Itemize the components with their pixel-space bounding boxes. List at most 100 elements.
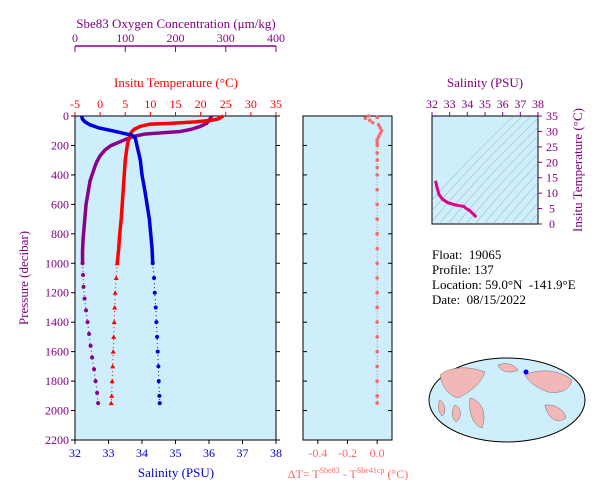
temperature-point [112,304,118,310]
density-contour [447,126,538,224]
delta-point [367,118,372,123]
ts-x-tick-label: 35 [479,97,491,111]
ts-y-tick-label: 20 [546,155,558,169]
delta-point [375,394,379,398]
ts-x-tick-label: 32 [426,97,438,111]
delta-series-group [363,114,384,405]
ts-y-tick-label: 35 [546,109,558,123]
delta-tick-label: -0.2 [338,446,357,460]
delta-point [375,115,379,120]
density-contour [438,118,538,224]
temperature-axis: -5 0 5 10 15 20 25 30 35 [70,97,282,116]
density-contour [456,135,538,224]
salinity-point [157,401,162,406]
oxygen-point [96,401,101,406]
temperature-line-lower [110,263,118,404]
delta-point [375,158,379,162]
delta-point [375,335,379,339]
salinity-point [155,334,160,339]
oxygen-tick-label: 400 [267,31,285,45]
oxygen-axis: 0 100 200 300 400 [72,31,285,52]
ts-density-contours [432,116,538,224]
salinity-line-upper [79,115,155,264]
delta-point [375,246,379,251]
delta-point [376,123,381,127]
oxygen-point [87,331,92,336]
density-contour [519,202,538,224]
temperature-point [111,319,117,325]
main-series-group [79,114,225,406]
ts-y-tick-label: 25 [546,140,558,154]
info-float: Float: 19065 [432,247,501,263]
delta-point [363,116,368,121]
delta-point [375,143,379,148]
delta-point [375,217,379,221]
delta-point [375,290,379,295]
ts-line [434,180,478,219]
date-value: 08/15/2022 [466,292,526,307]
world-map [428,357,586,443]
delta-point [375,140,379,145]
density-contour [528,212,538,224]
pressure-tick-label: 1200 [45,286,69,300]
salinity-tick-label: 37 [237,446,249,460]
density-contour [432,116,514,201]
ts-y-title: Insitu Temperature (°C) [570,108,585,232]
salinity-point [153,305,158,310]
delta-point [375,401,379,405]
delta-point [375,349,379,354]
delta-point [379,128,384,133]
info-date: Date: 08/15/2022 [432,292,526,308]
temperature-tick-label: 20 [195,97,207,111]
ts-x-tick-label: 38 [532,97,544,111]
oxygen-point [80,261,85,266]
info-profile: Profile: 137 [432,262,494,278]
delta-point [376,134,381,139]
temperature-tick-label: 10 [144,97,156,111]
location-label: Location: [432,277,482,292]
ts-x-tick-label: 36 [497,97,509,111]
pressure-tick-label: 600 [51,197,69,211]
location-value: 59.0°N -141.9°E [485,277,576,292]
salinity-tick-label: 36 [203,446,215,460]
pressure-axis-title: Pressure (decibar) [16,231,31,325]
ts-y-tick-label: 5 [549,202,555,216]
delta-tick-label: -0.4 [308,446,327,460]
oxygen-point [84,308,89,313]
pressure-tick-label: 200 [51,138,69,152]
temperature-tick-label: 25 [220,97,232,111]
ts-x-tick-label: 33 [444,97,456,111]
temperature-tick-label: 30 [245,97,257,111]
pressure-tick-label: 0 [63,109,69,123]
salinity-axis-title: Salinity (PSU) [138,465,214,480]
salinity-tick-label: 33 [103,446,115,460]
main-plot-area [74,115,277,441]
salinity-tick-label: 32 [69,446,81,460]
ts-title: Salinity (PSU) [447,75,523,90]
oxygen-axis-title: Sbe83 Oxygen Concentration (μm/kg) [76,16,275,31]
temperature-point [109,393,115,398]
float-location-marker [523,369,529,375]
delta-point [378,125,382,130]
info-location: Location: 59.0°N -141.9°E [432,277,576,293]
pressure-tick-label: 2200 [45,433,69,447]
ts-y-tick-label: 30 [546,124,558,138]
delta-point [375,187,379,192]
delta-point [375,364,379,369]
oxygen-tick-label: 0 [72,31,78,45]
oxygen-point [82,296,87,301]
ts-series-group [434,180,478,219]
delta-point [375,165,379,170]
delta-point [375,202,379,207]
delta-point [375,261,379,266]
density-contour [483,162,538,224]
float-value: 19065 [468,247,502,262]
profile-label: Profile: [432,262,471,277]
delta-point [375,320,379,324]
pressure-tick-label: 1800 [45,374,69,388]
main-panel: 0200400600800100012001400160018002000220… [16,16,285,480]
salinity-point [156,364,161,369]
temperature-point [110,349,116,354]
pressure-tick-label: 1600 [45,345,69,359]
